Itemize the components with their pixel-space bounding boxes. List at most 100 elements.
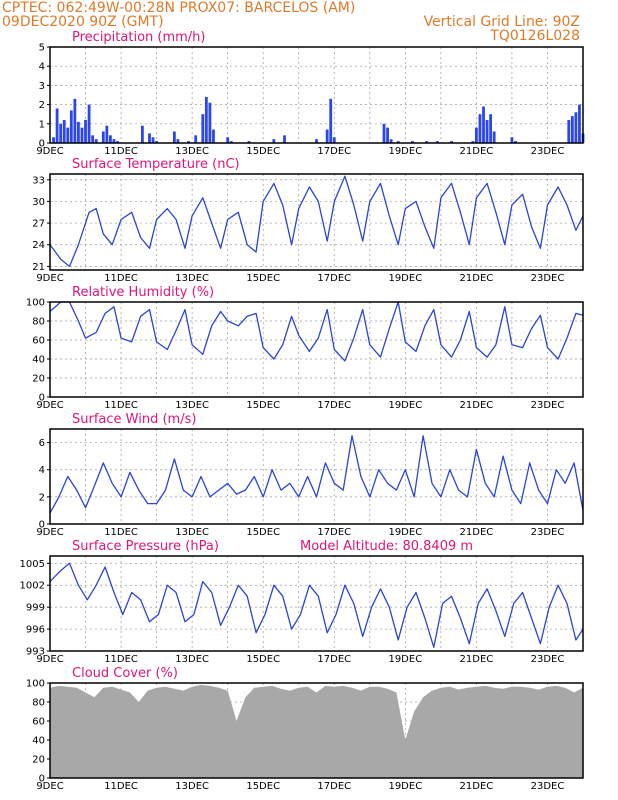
x-tick-label: 15DEC xyxy=(246,146,280,157)
x-tick-label: 21DEC xyxy=(460,400,494,411)
x-tick-label: 23DEC xyxy=(531,273,565,284)
precip-bar xyxy=(396,141,400,143)
precip-bar xyxy=(332,137,336,143)
precip-bar xyxy=(386,127,389,143)
y-tick-label: 1 xyxy=(39,119,45,130)
x-tick-label: 17DEC xyxy=(317,400,351,411)
precip-bar xyxy=(109,135,112,143)
x-tick-label: 9DEC xyxy=(36,146,63,157)
precip-bar xyxy=(482,106,485,143)
precip-bar xyxy=(475,127,478,143)
precip-bar xyxy=(87,104,91,143)
precip-bar xyxy=(94,139,98,143)
x-tick-label: 13DEC xyxy=(175,400,209,411)
wind-panel: Surface Wind (m/s) 0 2 4 6 9DEC 11DEC 13DEC 15D… xyxy=(36,412,584,538)
y-tick-label: 4 xyxy=(39,465,45,476)
x-tick-label: 19DEC xyxy=(388,273,422,284)
x-tick-label: 13DEC xyxy=(175,527,209,538)
x-tick-label: 15DEC xyxy=(246,527,280,538)
y-tick-label: 2 xyxy=(39,100,45,111)
precipitation-title: Precipitation (mm/h) xyxy=(72,30,205,45)
precip-bar xyxy=(570,116,574,143)
x-tick-label: 21DEC xyxy=(460,781,494,792)
y-tick-label: 20 xyxy=(32,374,45,385)
x-tick-label: 13DEC xyxy=(175,146,209,157)
precip-bar xyxy=(485,119,489,143)
y-tick-label: 100 xyxy=(26,679,45,690)
y-tick-label: 60 xyxy=(32,336,45,347)
x-tick-label: 23DEC xyxy=(531,781,565,792)
precip-bar xyxy=(389,139,393,143)
precip-bar xyxy=(194,135,198,143)
precip-bar xyxy=(204,96,208,143)
precip-bar xyxy=(84,119,87,143)
cloud-cover-title: Cloud Cover (%) xyxy=(72,666,178,681)
x-tick-label: 11DEC xyxy=(104,146,138,157)
x-tick-label: 19DEC xyxy=(388,654,422,665)
x-tick-label: 17DEC xyxy=(317,527,351,538)
precip-bar xyxy=(172,131,176,143)
x-tick-label: 11DEC xyxy=(104,654,138,665)
precip-bar xyxy=(59,123,63,143)
x-tick-label: 13DEC xyxy=(175,654,209,665)
precip-bar xyxy=(151,137,155,143)
precip-bar xyxy=(315,139,318,143)
precip-bar xyxy=(176,139,180,143)
x-tick-label: 13DEC xyxy=(175,273,209,284)
plot-frame xyxy=(49,428,584,525)
y-tick-label: 993 xyxy=(26,647,45,658)
x-tick-label: 17DEC xyxy=(317,273,351,284)
y-tick-label: 3 xyxy=(39,81,45,92)
precip-bar xyxy=(105,125,109,143)
precip-bar xyxy=(247,141,251,143)
x-tick-label: 17DEC xyxy=(317,654,351,665)
y-tick-label: 60 xyxy=(32,717,45,728)
precip-bar xyxy=(212,129,215,143)
pressure-panel: Surface Pressure (hPa) Model Altitude: 8… xyxy=(20,539,584,665)
precip-bar xyxy=(77,121,80,143)
plot-frame xyxy=(49,173,584,271)
x-tick-label: 21DEC xyxy=(460,527,494,538)
precip-bar xyxy=(73,98,77,143)
x-tick-label: 21DEC xyxy=(460,146,494,157)
precip-bar xyxy=(52,137,55,143)
x-tick-label: 17DEC xyxy=(317,146,351,157)
precip-bar xyxy=(80,127,84,143)
precip-bar xyxy=(148,133,151,143)
precip-bar xyxy=(62,119,66,143)
y-tick-label: 100 xyxy=(26,298,45,309)
x-tick-label: 15DEC xyxy=(246,273,280,284)
x-tick-label: 11DEC xyxy=(104,527,138,538)
y-tick-label: 2 xyxy=(39,492,45,503)
x-tick-label: 23DEC xyxy=(531,654,565,665)
precip-bar xyxy=(91,135,95,143)
y-tick-label: 0 xyxy=(39,393,45,404)
y-tick-label: 5 xyxy=(39,43,45,54)
y-tick-label: 80 xyxy=(32,317,45,328)
precip-bar xyxy=(478,114,482,143)
y-tick-label: 30 xyxy=(32,197,45,208)
plot-frame xyxy=(49,301,584,398)
precip-bar xyxy=(578,104,581,143)
precip-bar xyxy=(425,141,429,143)
y-tick-label: 1002 xyxy=(20,581,45,592)
x-tick-label: 19DEC xyxy=(388,146,422,157)
x-tick-label: 9DEC xyxy=(36,400,63,411)
humidity-panel: Relative Humidity (%) 0 20 40 60 80 100 9DEC 11… xyxy=(26,285,584,411)
y-tick-label: 0 xyxy=(39,774,45,785)
x-tick-label: 9DEC xyxy=(36,527,63,538)
y-tick-label: 40 xyxy=(32,355,45,366)
precip-bar xyxy=(567,119,571,143)
precip-bar xyxy=(187,141,190,143)
precip-bar xyxy=(489,114,493,143)
precip-bar xyxy=(450,141,453,143)
precip-bar xyxy=(116,141,119,143)
wind-title: Surface Wind (m/s) xyxy=(72,412,196,427)
y-tick-label: 21 xyxy=(32,262,45,273)
x-tick-label: 9DEC xyxy=(36,781,63,792)
precip-bar xyxy=(229,141,233,143)
precip-bar xyxy=(435,141,439,143)
x-tick-label: 19DEC xyxy=(388,781,422,792)
x-tick-label: 21DEC xyxy=(460,654,494,665)
precip-bar xyxy=(55,108,59,143)
